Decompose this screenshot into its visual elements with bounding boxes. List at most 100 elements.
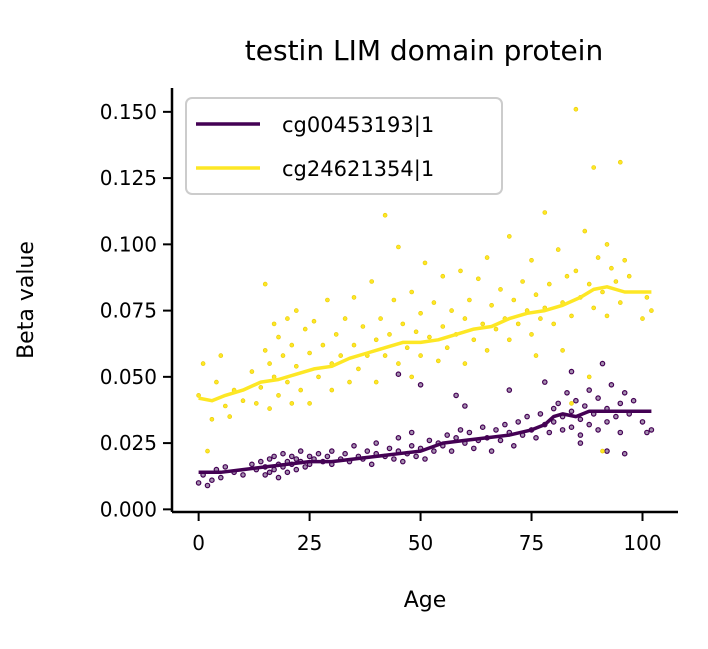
point-cg24621354-114 [604,313,610,319]
point-cg24621354-93 [529,332,534,337]
point-cg24621354-32 [311,318,317,324]
point-cg00453193-81 [515,419,522,425]
point-cg00453193-16 [271,453,277,460]
point-cg24621354-51 [382,212,388,218]
y-tick-label: 0.000 [100,497,157,521]
point-cg00453193-65 [444,432,451,438]
point-cg24621354-120 [626,273,632,279]
point-cg00453193-104 [595,395,601,401]
point-cg00453193-23 [284,469,291,476]
x-tick-label: 25 [297,531,322,555]
point-cg24621354-30 [307,350,312,356]
point-cg24621354-74 [462,316,468,321]
point-cg00453193-51 [391,456,397,462]
point-cg24621354-126 [569,401,574,406]
point-cg24621354-90 [520,279,525,284]
point-cg00453193-71 [470,445,477,452]
point-cg00453193-96 [568,424,575,431]
point-cg00453193-70 [466,429,473,436]
point-cg24621354-117 [617,159,623,165]
point-cg24621354-128 [533,353,539,358]
point-cg24621354-116 [613,279,619,284]
point-cg24621354-50 [378,316,383,321]
point-cg00453193-95 [568,408,575,415]
point-cg00453193-36 [324,453,331,460]
point-cg00453193-46 [368,461,375,468]
point-cg00453193-17 [271,466,277,473]
point-cg00453193-116 [639,419,646,425]
point-cg00453193-85 [533,434,539,441]
point-cg00453193-30 [302,464,309,470]
point-cg00453193-19 [275,474,282,481]
point-cg00453193-112 [617,429,624,436]
y-tick-label: 0.100 [100,232,157,256]
point-cg00453193-66 [448,448,455,454]
point-cg24621354-29 [302,326,308,332]
point-cg24621354-21 [280,353,286,358]
y-tick-label: 0.150 [100,100,157,124]
point-cg24621354-7 [227,414,232,419]
point-cg00453193-111 [617,400,624,407]
point-cg00453193-99 [577,432,584,438]
point-cg24621354-13 [262,281,268,287]
point-cg24621354-0 [196,393,201,398]
point-cg24621354-55 [396,361,401,366]
point-cg24621354-44 [356,366,361,372]
point-cg24621354-9 [240,398,246,404]
point-cg00453193-68 [457,427,464,433]
point-cg24621354-11 [253,401,259,406]
point-cg24621354-15 [267,361,272,366]
point-cg24621354-67 [435,358,441,364]
point-cg24621354-108 [586,281,592,287]
point-cg00453193-0 [195,480,202,486]
point-cg24621354-68 [440,324,446,329]
point-cg00453193-50 [386,445,393,452]
point-cg24621354-123 [649,308,654,313]
point-cg24621354-58 [404,345,410,351]
point-cg00453193-76 [493,427,499,433]
point-cg24621354-109 [591,165,597,170]
point-cg24621354-48 [373,337,379,343]
point-cg24621354-79 [480,321,486,327]
point-cg24621354-35 [325,297,330,303]
point-cg24621354-103 [569,313,574,319]
point-cg24621354-40 [342,316,348,321]
point-cg00453193-83 [524,413,530,420]
point-cg00453193-94 [564,389,570,396]
point-cg00453193-126 [577,440,584,446]
point-cg00453193-3 [209,477,215,484]
point-cg24621354-98 [546,281,552,287]
point-cg00453193-102 [586,421,593,428]
point-cg00453193-117 [644,429,650,436]
point-cg24621354-124 [586,374,592,380]
x-tick-label: 0 [192,531,205,555]
point-cg00453193-91 [555,400,562,407]
point-cg24621354-100 [555,247,561,252]
point-cg00453193-61 [426,437,433,444]
point-cg24621354-37 [329,387,335,393]
point-cg24621354-1 [200,361,206,366]
point-cg00453193-108 [604,419,610,425]
point-cg00453193-60 [422,456,428,462]
point-cg24621354-105 [573,268,579,274]
point-cg00453193-122 [462,403,468,409]
point-cg24621354-96 [542,210,548,215]
point-cg24621354-66 [431,300,437,305]
point-cg24621354-60 [409,374,415,380]
point-cg00453193-56 [408,442,415,449]
point-cg00453193-98 [577,416,584,423]
point-cg24621354-69 [440,273,446,279]
point-cg24621354-83 [493,326,499,332]
point-cg24621354-41 [347,379,352,385]
point-cg24621354-3 [209,416,215,422]
point-cg24621354-80 [484,255,490,260]
point-cg00453193-11 [257,458,264,465]
point-cg24621354-107 [582,228,588,234]
point-cg00453193-101 [586,387,593,393]
point-cg00453193-90 [550,419,557,425]
point-cg24621354-45 [360,324,366,329]
point-cg00453193-93 [559,427,566,433]
x-ticks: 0 25 50 75 100 [192,512,662,555]
point-cg24621354-65 [427,334,432,340]
point-cg24621354-111 [595,255,601,260]
